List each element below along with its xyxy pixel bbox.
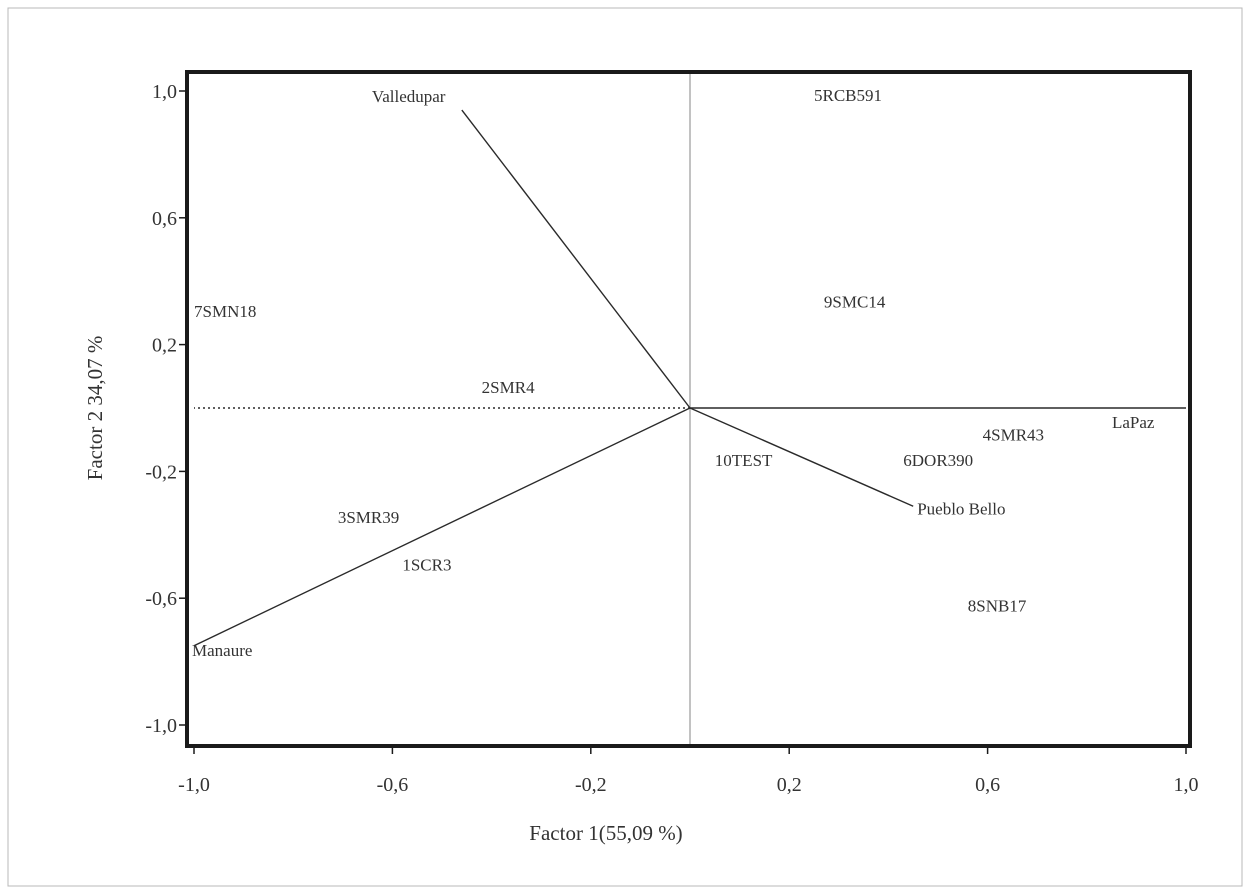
vector-label-valledupar: Valledupar [372,87,446,106]
x-tick-label: 0,6 [975,774,1000,796]
x-tick-label: 1,0 [1174,774,1199,796]
y-axis-ticks: 1,0 0,6 0,2 -0,2 -0,6 -1,0 [145,81,187,737]
y-tick-label: 1,0 [152,81,177,103]
x-tick-label: 0,2 [777,774,802,796]
y-tick-label: -0,6 [145,588,177,610]
plot-frame [185,70,1192,748]
vector-line-pueblo-bello [689,407,914,507]
point-label-10test: 10TEST [715,451,773,470]
vector-labels: Valledupar LaPaz Pueblo Bello Manaure [192,87,1155,660]
vector-label-pueblo-bello: Pueblo Bello [917,499,1005,518]
point-label-8snb17: 8SNB17 [968,597,1027,616]
y-tick-label: -1,0 [145,715,177,737]
x-tick-label: -0,2 [575,774,607,796]
y-tick-label: -0,2 [145,461,177,483]
point-label-2smr4: 2SMR4 [482,378,535,397]
y-tick-label: 0,2 [152,335,177,357]
point-label-9smc14: 9SMC14 [824,292,886,311]
point-labels: 5RCB591 7SMN18 9SMC14 2SMR4 4SMR43 6DOR390 10T… [194,86,1044,615]
loading-vectors [193,109,1186,647]
x-tick-label: -1,0 [178,774,210,796]
point-label-3smr39: 3SMR39 [338,508,399,527]
x-axis-ticks: -1,0 -0,6 -0,2 0,2 0,6 1,0 [178,746,1199,796]
x-axis-label: Factor 1(55,09 %) [529,821,682,845]
x-tick-label: -0,6 [377,774,409,796]
point-label-6dor390: 6DOR390 [903,451,973,470]
vector-label-manaure: Manaure [192,641,252,660]
point-label-7smn18: 7SMN18 [194,302,256,321]
point-label-5rcb591: 5RCB591 [814,86,882,105]
vector-label-lapaz: LaPaz [1112,413,1155,432]
y-axis-label: Factor 2 34,07 % [83,336,107,481]
outer-frame [7,7,1243,887]
y-tick-label: 0,6 [152,208,177,230]
point-label-4smr43: 4SMR43 [983,425,1044,444]
point-label-1scr3: 1SCR3 [402,555,451,574]
vector-line-valledupar [461,109,691,409]
vector-line-manaure [193,407,691,647]
